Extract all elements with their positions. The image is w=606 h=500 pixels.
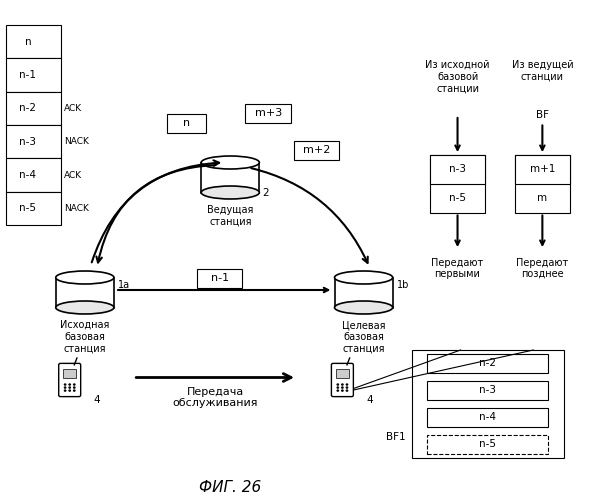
Text: BF1: BF1 xyxy=(387,432,406,442)
Text: Передают
первыми: Передают первыми xyxy=(431,258,484,279)
Circle shape xyxy=(73,387,75,388)
Text: m+2: m+2 xyxy=(303,146,331,156)
Text: n-5: n-5 xyxy=(19,204,36,214)
FancyBboxPatch shape xyxy=(515,155,570,184)
Ellipse shape xyxy=(201,186,259,199)
FancyBboxPatch shape xyxy=(412,350,564,458)
Circle shape xyxy=(342,384,343,385)
Text: Из ведущей
станции: Из ведущей станции xyxy=(511,60,573,82)
FancyBboxPatch shape xyxy=(430,155,485,212)
Text: n-3: n-3 xyxy=(479,386,496,396)
FancyBboxPatch shape xyxy=(6,192,61,225)
Text: 1a: 1a xyxy=(118,280,130,290)
Text: n-4: n-4 xyxy=(19,170,36,180)
Circle shape xyxy=(346,387,348,388)
FancyBboxPatch shape xyxy=(427,408,548,426)
Ellipse shape xyxy=(335,271,393,284)
Circle shape xyxy=(342,387,343,388)
Circle shape xyxy=(342,390,343,391)
FancyBboxPatch shape xyxy=(427,434,548,454)
FancyBboxPatch shape xyxy=(427,354,548,373)
FancyBboxPatch shape xyxy=(294,141,339,160)
Text: n-3: n-3 xyxy=(449,164,466,174)
Circle shape xyxy=(337,390,339,391)
FancyBboxPatch shape xyxy=(6,158,61,192)
Text: ФИГ. 26: ФИГ. 26 xyxy=(199,480,261,495)
Text: m: m xyxy=(538,193,547,203)
Text: n-4: n-4 xyxy=(479,412,496,422)
Text: Передача
обслуживания: Передача обслуживания xyxy=(172,386,258,408)
Ellipse shape xyxy=(201,156,259,169)
Text: ACK: ACK xyxy=(64,170,82,179)
Text: BF: BF xyxy=(536,110,549,120)
Ellipse shape xyxy=(56,271,114,284)
Circle shape xyxy=(64,387,66,388)
Circle shape xyxy=(69,390,70,391)
Text: 4: 4 xyxy=(94,395,101,405)
FancyBboxPatch shape xyxy=(6,125,61,158)
Circle shape xyxy=(73,384,75,385)
Text: n-1: n-1 xyxy=(211,273,229,283)
FancyBboxPatch shape xyxy=(63,370,76,378)
Circle shape xyxy=(64,384,66,385)
Text: 1b: 1b xyxy=(397,280,409,290)
FancyBboxPatch shape xyxy=(6,58,61,92)
Text: NACK: NACK xyxy=(64,137,88,146)
FancyBboxPatch shape xyxy=(427,381,548,400)
Circle shape xyxy=(69,387,70,388)
Text: Исходная
базовая
станция: Исходная базовая станция xyxy=(60,320,110,353)
Text: n-2: n-2 xyxy=(479,358,496,368)
FancyBboxPatch shape xyxy=(197,268,242,287)
Text: Из исходной
базовой
станции: Из исходной базовой станции xyxy=(425,60,490,93)
Circle shape xyxy=(337,387,339,388)
Text: n-1: n-1 xyxy=(19,70,36,80)
Text: ACK: ACK xyxy=(64,104,82,113)
Text: n-5: n-5 xyxy=(449,193,466,203)
Text: 2: 2 xyxy=(262,188,268,198)
Text: 4: 4 xyxy=(367,395,373,405)
FancyBboxPatch shape xyxy=(335,278,393,308)
Circle shape xyxy=(69,384,70,385)
Circle shape xyxy=(73,390,75,391)
Text: n-2: n-2 xyxy=(19,104,36,114)
Circle shape xyxy=(64,390,66,391)
Circle shape xyxy=(337,384,339,385)
FancyBboxPatch shape xyxy=(6,25,61,58)
Text: m+3: m+3 xyxy=(255,108,282,118)
FancyBboxPatch shape xyxy=(201,162,259,192)
FancyBboxPatch shape xyxy=(515,155,570,212)
Circle shape xyxy=(346,384,348,385)
Text: Целевая
базовая
станция: Целевая базовая станция xyxy=(342,320,385,353)
FancyBboxPatch shape xyxy=(336,370,349,378)
FancyBboxPatch shape xyxy=(331,364,353,396)
Text: NACK: NACK xyxy=(64,204,88,213)
FancyBboxPatch shape xyxy=(430,155,485,184)
Ellipse shape xyxy=(56,301,114,314)
Text: n: n xyxy=(25,36,31,46)
Text: Ведущая
станция: Ведущая станция xyxy=(207,205,253,227)
Text: n-5: n-5 xyxy=(479,439,496,449)
FancyBboxPatch shape xyxy=(56,278,114,308)
Text: Передают
позднее: Передают позднее xyxy=(516,258,568,279)
FancyBboxPatch shape xyxy=(59,364,81,396)
Text: n: n xyxy=(183,118,190,128)
FancyBboxPatch shape xyxy=(167,114,206,132)
Text: n-3: n-3 xyxy=(19,136,36,146)
FancyBboxPatch shape xyxy=(245,104,291,122)
FancyBboxPatch shape xyxy=(6,92,61,125)
Text: m+1: m+1 xyxy=(530,164,555,174)
Ellipse shape xyxy=(335,301,393,314)
Circle shape xyxy=(346,390,348,391)
